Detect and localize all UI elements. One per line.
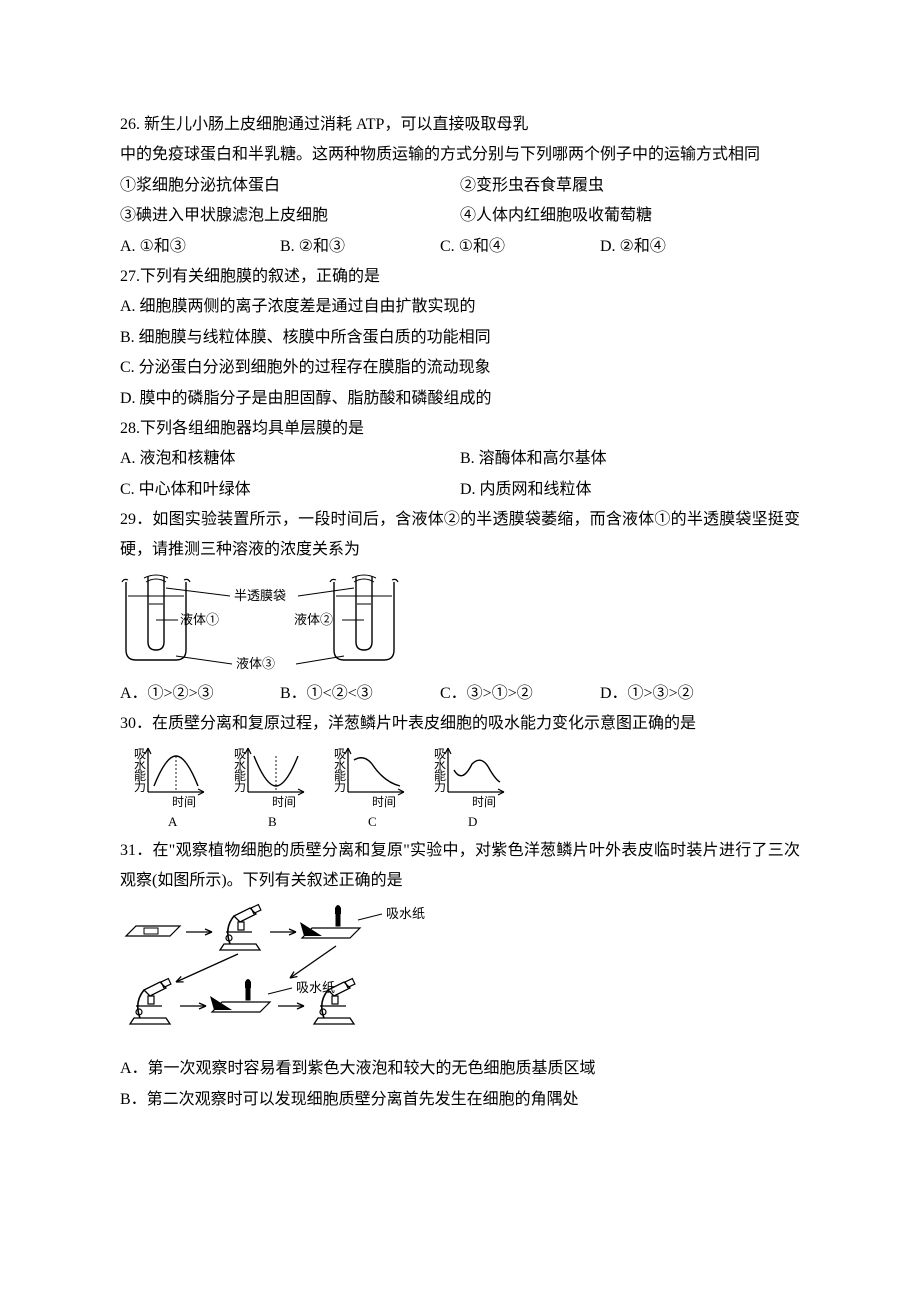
q30-stem: 30．在质壁分离和复原过程，洋葱鳞片叶表皮细胞的吸水能力变化示意图正确的是 [120, 709, 800, 739]
q28-stem: 28.下列各组细胞器均具单层膜的是 [120, 414, 800, 444]
svg-text:液体①: 液体① [180, 612, 219, 627]
q27-optA: A. 细胞膜两侧的离子浓度差是通过自由扩散实现的 [120, 292, 800, 322]
q29-stem: 29．如图实验装置所示，一段时间后，含液体②的半透膜袋萎缩，而含液体①的半透膜袋… [120, 505, 800, 566]
q30-figure: 吸水能力时间A吸水能力时间B吸水能力时间C吸水能力时间D [120, 744, 800, 832]
q26-item4: ④人体内红细胞吸收葡萄糖 [460, 201, 800, 231]
q27-optC: C. 分泌蛋白分泌到细胞外的过程存在膜脂的流动现象 [120, 353, 800, 383]
svg-text:力: 力 [234, 780, 246, 794]
svg-text:时间: 时间 [372, 795, 396, 809]
q26-item1: ①浆细胞分泌抗体蛋白 [120, 171, 460, 201]
q28-optB: B. 溶酶体和高尔基体 [460, 444, 800, 474]
svg-text:液体②: 液体② [294, 612, 333, 627]
q28-row1: A. 液泡和核糖体 B. 溶酶体和高尔基体 [120, 444, 800, 474]
svg-text:力: 力 [134, 780, 146, 794]
q27-optB: B. 细胞膜与线粒体膜、核膜中所含蛋白质的功能相同 [120, 323, 800, 353]
q28-optA: A. 液泡和核糖体 [120, 444, 460, 474]
q26-item2: ②变形虫吞食草履虫 [460, 171, 800, 201]
svg-text:B: B [268, 814, 277, 829]
svg-text:时间: 时间 [472, 795, 496, 809]
svg-text:时间: 时间 [272, 795, 296, 809]
q29-optD: D．①>③>② [600, 679, 730, 709]
q26-items-row1: ①浆细胞分泌抗体蛋白 ②变形虫吞食草履虫 [120, 171, 800, 201]
svg-text:半透膜袋: 半透膜袋 [234, 588, 286, 603]
q26-optD: D. ②和④ [600, 232, 730, 262]
q30-charts-svg: 吸水能力时间A吸水能力时间B吸水能力时间C吸水能力时间D [120, 744, 560, 832]
q29-figure: 半透膜袋液体① 液体② 液体③ [120, 570, 800, 675]
q28-row2: C. 中心体和叶绿体 D. 内质网和线粒体 [120, 475, 800, 505]
q26-options: A. ①和③ B. ②和③ C. ①和④ D. ②和④ [120, 232, 800, 262]
q27-stem: 27.下列有关细胞膜的叙述，正确的是 [120, 262, 800, 292]
svg-text:A: A [168, 814, 178, 829]
q31-stem: 31．在"观察植物细胞的质壁分离和复原"实验中，对紫色洋葱鳞片叶外表皮临时装片进… [120, 836, 800, 897]
svg-text:吸水纸: 吸水纸 [386, 906, 425, 921]
q26-optB: B. ②和③ [280, 232, 410, 262]
q26-optA: A. ①和③ [120, 232, 250, 262]
svg-text:C: C [368, 814, 377, 829]
q29-options: A．①>②>③ B．①<②<③ C．③>①>② D．①>③>② [120, 679, 800, 709]
svg-text:时间: 时间 [172, 795, 196, 809]
q29-diagram-svg: 半透膜袋液体① 液体② 液体③ [120, 570, 430, 675]
svg-text:力: 力 [334, 780, 346, 794]
q31-figure: 吸水纸吸水纸 [120, 900, 800, 1050]
q26-optC: C. ①和④ [440, 232, 570, 262]
page-container: 26. 新生儿小肠上皮细胞通过消耗 ATP，可以直接吸取母乳 中的免疫球蛋白和半… [0, 0, 920, 1302]
svg-text:液体③: 液体③ [236, 656, 275, 671]
svg-text:力: 力 [434, 780, 446, 794]
q29-optB: B．①<②<③ [280, 679, 410, 709]
q31-optB: B．第二次观察时可以发现细胞质壁分离首先发生在细胞的角隅处 [120, 1085, 800, 1115]
q31-diagram-svg: 吸水纸吸水纸 [120, 900, 480, 1050]
svg-text:吸水纸: 吸水纸 [296, 980, 335, 995]
q26-item3: ③碘进入甲状腺滤泡上皮细胞 [120, 201, 460, 231]
q28-optC: C. 中心体和叶绿体 [120, 475, 460, 505]
q26-line2: 中的免疫球蛋白和半乳糖。这两种物质运输的方式分别与下列哪两个例子中的运输方式相同 [120, 140, 800, 170]
q26-items-row2: ③碘进入甲状腺滤泡上皮细胞 ④人体内红细胞吸收葡萄糖 [120, 201, 800, 231]
q31-optA: A．第一次观察时容易看到紫色大液泡和较大的无色细胞质基质区域 [120, 1054, 800, 1084]
svg-text:D: D [468, 814, 477, 829]
q29-optC: C．③>①>② [440, 679, 570, 709]
q27-optD: D. 膜中的磷脂分子是由胆固醇、脂肪酸和磷酸组成的 [120, 384, 800, 414]
q26-line1: 26. 新生儿小肠上皮细胞通过消耗 ATP，可以直接吸取母乳 [120, 110, 800, 140]
q28-optD: D. 内质网和线粒体 [460, 475, 800, 505]
q29-optA: A．①>②>③ [120, 679, 250, 709]
